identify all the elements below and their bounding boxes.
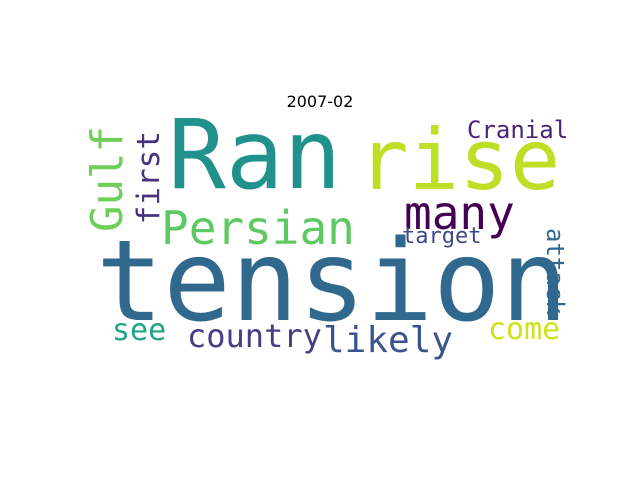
word-attack: attack [541, 228, 569, 315]
word-many: many [404, 186, 515, 240]
word-come: come [488, 312, 561, 347]
word-persian: Persian [161, 201, 355, 255]
word-rise: rise [358, 111, 561, 209]
word-likely: likely [323, 320, 454, 361]
figure-title: 2007-02 [286, 92, 354, 111]
word-ran: Ran [168, 99, 342, 211]
word-target: target [402, 224, 482, 249]
word-tension: tension [96, 217, 569, 347]
word-country: country [187, 317, 322, 355]
word-cranial: Cranial [467, 116, 569, 144]
word-see: see [112, 313, 167, 348]
word-gulf: Gulf [82, 126, 133, 232]
